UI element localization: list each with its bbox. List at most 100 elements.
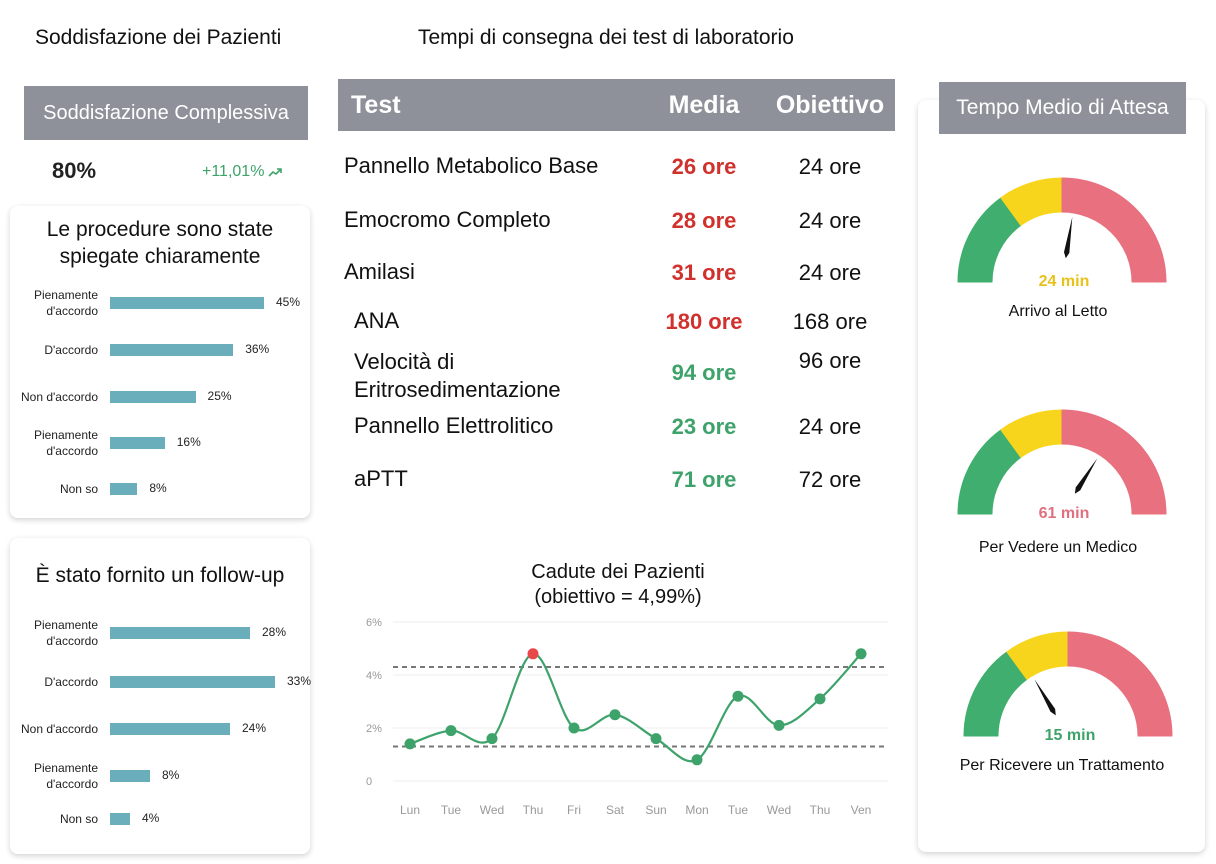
survey-bar-row: Non so 4% xyxy=(10,802,310,836)
satisfaction-title: Soddisfazione dei Pazienti xyxy=(35,26,282,49)
overall-change-value: +11,01% xyxy=(202,163,265,180)
survey-bar-value: 24% xyxy=(242,721,267,735)
col-test-header: Test xyxy=(351,91,401,119)
lab-title: Tempi di consegna dei test di laboratori… xyxy=(418,26,794,49)
gauge xyxy=(957,177,1167,283)
survey-bar-label-line1: Non so xyxy=(59,812,98,826)
lab-test-name-line1: Velocità di xyxy=(354,349,455,374)
gauge-label: Arrivo al Letto xyxy=(1008,303,1108,320)
lab-test-name-line1: Pannello Elettrolitico xyxy=(354,413,554,438)
x-tick-label: Wed xyxy=(480,803,504,817)
survey-bar-label: D'accordo xyxy=(0,665,98,699)
lab-test-media: 71 ore xyxy=(671,467,737,492)
lab-test-target: 96 ore xyxy=(798,348,862,373)
lab-test-media: 26 ore xyxy=(671,154,737,179)
survey-bar-label-text: D'accordo xyxy=(44,342,98,358)
gauge xyxy=(963,631,1173,737)
survey-panel-title-line1: Le procedure sono state xyxy=(46,218,274,241)
survey-bar-label: Pienamente d'accordo xyxy=(0,759,98,793)
chart-title: Cadute dei Pazienti (obiettivo = 4,99%) xyxy=(338,560,898,610)
patient-falls-chart: 6% 4% 2% 0 Lun Tue Wed Thu Fri Sat Sun Mon Tue Wed Thu… xyxy=(366,617,888,817)
survey-bar-label-line1: Pienamente xyxy=(33,761,98,775)
lab-test-name: Emocromo Completo xyxy=(344,206,551,234)
survey-bar-label-text: D'accordo xyxy=(44,674,98,690)
x-tick-label: Wed xyxy=(767,803,791,817)
lab-test-name: Pannello Metabolico Base xyxy=(344,152,598,180)
survey-bar xyxy=(110,344,234,356)
survey-bar-label-line1: D'accordo xyxy=(44,675,98,689)
survey-bar-label: D'accordo xyxy=(0,333,98,367)
survey-bar-row: Pienamente d'accordo 45% xyxy=(10,286,310,320)
lab-test-media: 180 ore xyxy=(665,309,743,334)
data-point xyxy=(855,648,867,660)
data-point xyxy=(691,754,703,766)
survey-panel-procedures: Le procedure sono state spiegate chiaram… xyxy=(10,206,310,518)
survey-bar xyxy=(110,723,230,735)
overall-change-badge: +11,01% xyxy=(202,163,283,181)
survey-bar-value: 45% xyxy=(276,295,301,309)
gauge-label: Per Ricevere un Trattamento xyxy=(959,757,1165,774)
x-tick-label: Tue xyxy=(728,803,749,817)
series-line xyxy=(409,652,862,763)
gauge-value: 15 min xyxy=(1044,727,1096,744)
lab-test-media: 31 ore xyxy=(671,260,737,285)
col-media-header: Media xyxy=(668,91,740,119)
survey-bar-label-line1: Non so xyxy=(59,482,98,496)
data-point xyxy=(732,690,744,702)
survey-bar-label-line1: Pienamente xyxy=(33,618,98,632)
gauge-needle xyxy=(1064,216,1073,259)
y-tick-label: 0 xyxy=(366,776,372,788)
survey-bar xyxy=(110,297,264,309)
survey-bar-value: 16% xyxy=(176,435,201,449)
survey-bar-row: D'accordo 36% xyxy=(10,333,310,367)
x-tick-label: Tue xyxy=(441,803,462,817)
survey-bar-row: Pienamente d'accordo 8% xyxy=(10,759,310,793)
gauge-segment-red xyxy=(1061,409,1167,515)
survey-bar-value: 33% xyxy=(287,674,312,688)
lab-test-name-line1: Amilasi xyxy=(344,259,415,284)
gauge-value: 61 min xyxy=(1038,505,1090,522)
survey-bar-label: Non d'accordo xyxy=(0,380,98,414)
data-point xyxy=(527,648,539,660)
survey-bar-label: Non d'accordo xyxy=(0,712,98,746)
lab-test-name-line2: Eritrosedimentazione xyxy=(354,377,561,402)
survey-bar-label: Non so xyxy=(0,802,98,836)
survey-bar-label-line1: Non d'accordo xyxy=(20,390,98,404)
survey-bar xyxy=(110,437,165,449)
data-point xyxy=(568,722,580,734)
lab-table-header: Test Media Obiettivo xyxy=(338,79,895,131)
x-tick-label: Sat xyxy=(606,803,625,817)
survey-bar xyxy=(110,676,275,688)
lab-test-name-line1: aPTT xyxy=(354,466,408,491)
col-target-header: Obiettivo xyxy=(775,91,885,119)
lab-test-name: Pannello Elettrolitico xyxy=(354,412,553,440)
data-point xyxy=(650,733,662,745)
survey-bar-label-text: Pienamente d'accordo xyxy=(34,427,98,459)
lab-test-name: Amilasi xyxy=(344,258,415,286)
survey-bar xyxy=(110,770,150,782)
survey-bar xyxy=(110,391,196,403)
survey-bar-row: Pienamente d'accordo 28% xyxy=(10,616,310,650)
survey-bar-value: 28% xyxy=(262,625,287,639)
survey-bar-label-text: Pienamente d'accordo xyxy=(34,617,98,649)
survey-bar-label: Non so xyxy=(0,472,98,506)
lab-test-target: 72 ore xyxy=(798,467,862,492)
survey-bar-label-line2: d'accordo xyxy=(46,304,98,318)
survey-panel-followup: È stato fornito un follow-up Pienamente d… xyxy=(10,538,312,854)
survey-bar-label-text: Pienamente d'accordo xyxy=(34,287,98,319)
survey-bar-label-line2: d'accordo xyxy=(46,634,98,648)
lab-test-target: 168 ore xyxy=(792,309,868,334)
x-tick-label: Thu xyxy=(523,803,544,817)
survey-panel-title-line2: spiegate chiaramente xyxy=(59,245,261,268)
wait-time-header: Tempo Medio di Attesa xyxy=(939,82,1186,134)
lab-test-name: ANA xyxy=(354,307,399,335)
survey-bar-row: Non d'accordo 24% xyxy=(10,712,310,746)
survey-bar-label-text: Non d'accordo xyxy=(21,389,98,405)
survey-bar xyxy=(110,813,130,825)
survey-bar-label: Pienamente d'accordo xyxy=(0,426,98,460)
lab-test-target: 24 ore xyxy=(798,208,862,233)
x-tick-label: Thu xyxy=(810,803,831,817)
survey-bars: Pienamente d'accordo 28% D'accordo 33% Non d'… xyxy=(10,616,312,836)
y-tick-label: 2% xyxy=(366,723,382,735)
gauge xyxy=(957,409,1167,515)
